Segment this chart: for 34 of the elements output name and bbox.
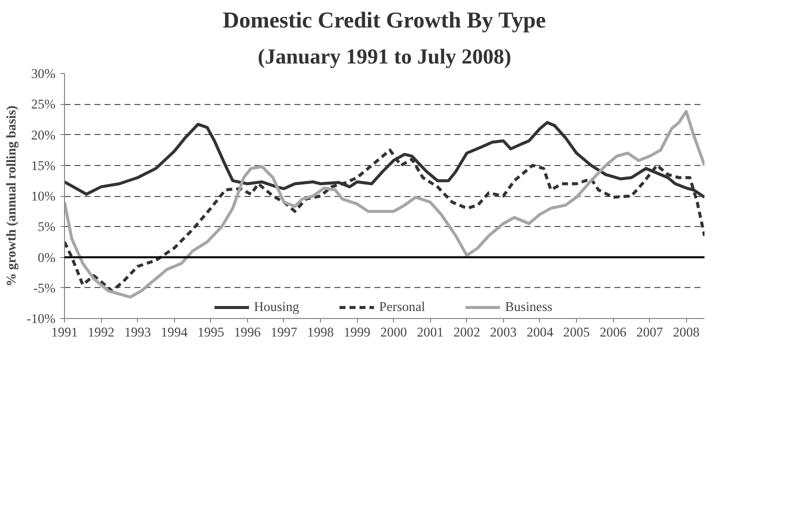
x-tick-label: 2007 [636, 324, 664, 340]
y-tick-label: -10% [26, 311, 56, 326]
x-tick-label: 2006 [600, 324, 627, 340]
y-tick-label: 25% [31, 96, 56, 112]
x-tick-label: 2000 [380, 324, 408, 340]
x-tick-label: 2005 [563, 324, 590, 340]
y-tick-label: 20% [31, 127, 56, 142]
legend-label: Business [505, 299, 552, 315]
x-tick-label: 1999 [344, 324, 371, 340]
x-tick-label: 2003 [490, 324, 518, 340]
chart-subtitle: (January 1991 to July 2008) [258, 44, 512, 68]
x-tick-label: 2001 [416, 324, 444, 340]
y-tick-label: -5% [33, 280, 56, 296]
y-axis-title: % growth (annual rolling basis) [4, 106, 19, 286]
x-tick-label: 1991 [51, 324, 78, 340]
y-tick-label: 30% [31, 66, 56, 81]
y-tick-label: 10% [31, 188, 56, 204]
x-tick-label: 1994 [160, 324, 188, 340]
x-tick-label: 1993 [124, 324, 152, 340]
x-tick-label: 2002 [453, 324, 480, 340]
legend-label: Personal [379, 299, 426, 315]
legend-label: Housing [254, 299, 300, 315]
x-tick-label: 1996 [234, 324, 262, 340]
x-tick-label: 1995 [197, 324, 224, 340]
x-tick-label: 1992 [88, 324, 114, 340]
y-tick-label: 0% [38, 250, 56, 265]
x-tick-label: 2004 [526, 324, 554, 340]
x-tick-label: 1998 [307, 324, 334, 340]
x-tick-label: 1997 [270, 324, 298, 340]
x-tick-label: 2008 [672, 324, 700, 340]
chart-title: Domestic Credit Growth By Type [222, 8, 546, 32]
y-tick-label: 15% [31, 158, 56, 173]
line-series [64, 110, 704, 299]
y-tick-label: 5% [38, 219, 56, 234]
